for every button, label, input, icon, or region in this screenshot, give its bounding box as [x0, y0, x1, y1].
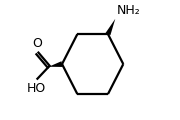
Polygon shape [106, 19, 115, 35]
Text: HO: HO [27, 82, 46, 95]
Polygon shape [49, 61, 63, 67]
Text: NH₂: NH₂ [117, 4, 140, 17]
Text: O: O [32, 37, 42, 50]
